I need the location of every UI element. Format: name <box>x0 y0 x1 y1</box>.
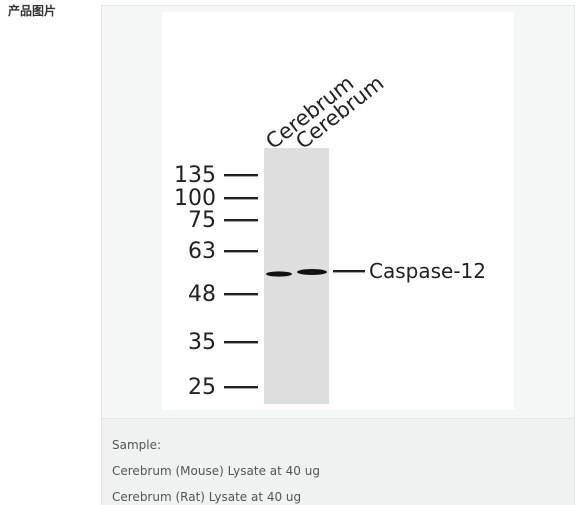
western-blot-figure: Cerebrum Cerebrum 135 100 75 63 48 35 25… <box>174 71 486 404</box>
band-lane-1 <box>266 271 292 277</box>
marker-label-135: 135 <box>174 163 216 188</box>
marker-tick-48 <box>224 293 258 296</box>
marker-label-63: 63 <box>188 239 216 264</box>
marker-tick-35 <box>224 341 258 344</box>
sample-caption: Sample: Cerebrum (Mouse) Lysate at 40 ug… <box>102 418 574 505</box>
marker-label-25: 25 <box>188 375 216 400</box>
western-blot-image[interactable]: Cerebrum Cerebrum 135 100 75 63 48 35 25… <box>162 12 514 410</box>
caption-heading: Sample: <box>112 438 162 452</box>
band-lane-2 <box>297 269 327 275</box>
marker-tick-135 <box>224 174 258 177</box>
marker-tick-63 <box>224 250 258 253</box>
marker-label-48: 48 <box>188 282 216 307</box>
marker-tick-75 <box>224 219 258 222</box>
band-label: Caspase-12 <box>369 259 486 283</box>
product-image-panel: Cerebrum Cerebrum 135 100 75 63 48 35 25… <box>101 5 575 505</box>
section-label: 产品图片 <box>8 4 57 18</box>
marker-tick-100 <box>224 197 258 200</box>
caption-line-1: Cerebrum (Mouse) Lysate at 40 ug <box>112 464 320 478</box>
marker-label-35: 35 <box>188 330 216 355</box>
marker-tick-25 <box>224 386 258 389</box>
marker-label-100: 100 <box>174 186 216 211</box>
band-pointer-line <box>333 270 365 273</box>
marker-label-75: 75 <box>188 208 216 233</box>
caption-line-2: Cerebrum (Rat) Lysate at 40 ug <box>112 490 302 504</box>
